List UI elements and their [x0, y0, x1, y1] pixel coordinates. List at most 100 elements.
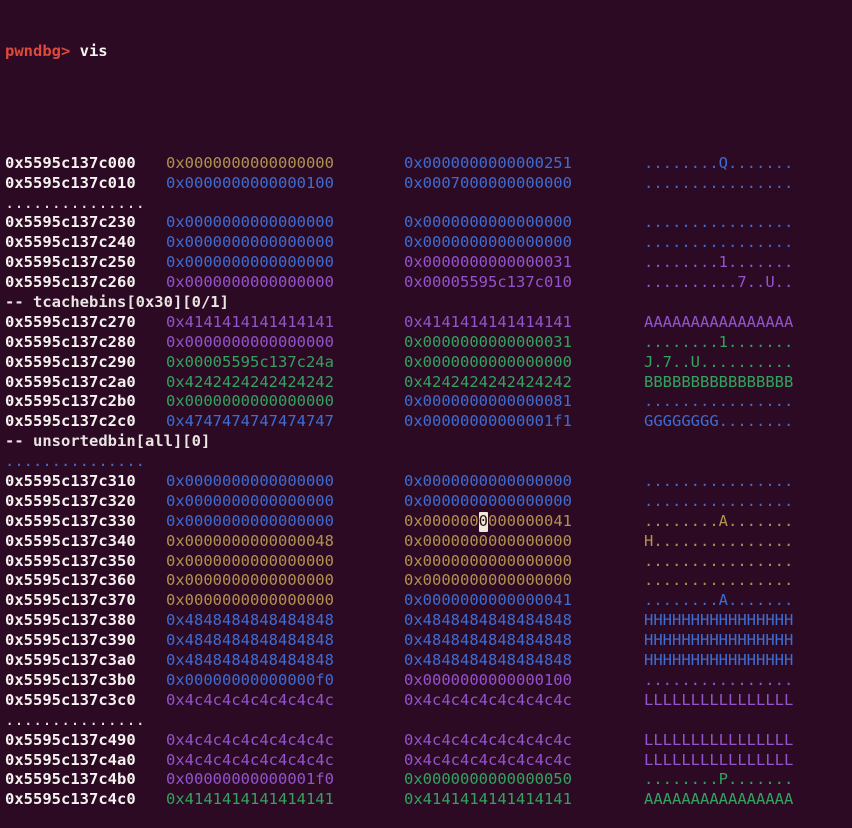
qword-2: 0x0000000000000000: [404, 571, 572, 590]
chunk-address: 0x5595c137c370: [5, 591, 136, 610]
chunk-address: 0x5595c137c390: [5, 631, 136, 650]
ascii-repr: HHHHHHHHHHHHHHHH: [644, 631, 794, 650]
qword-2: 0x0000000000000000: [404, 213, 572, 232]
heap-row: 0x5595c137c260 0x0000000000000000 0x000055…: [5, 273, 852, 293]
ascii-repr: GGGGGGGG........: [644, 412, 794, 431]
qword-2: 0x4c4c4c4c4c4c4c4c: [404, 730, 572, 749]
qword-2: 0x0000000000000050: [404, 770, 572, 789]
heap-row: 0x5595c137c340 0x0000000000000048 0x000000…: [5, 532, 852, 552]
terminal[interactable]: pwndbg> vis 0x5595c137c000 0x0000000000000…: [0, 0, 852, 808]
qword-1: 0x0000000000000000: [166, 392, 334, 411]
heap-row: 0x5595c137c2b0 0x0000000000000000 0x000000…: [5, 392, 852, 412]
heap-row: 0x5595c137c320 0x0000000000000000 0x000000…: [5, 492, 852, 512]
qword-2: 0x0000000000000000: [404, 352, 572, 371]
chunk-address: 0x5595c137c260: [5, 273, 136, 292]
ascii-repr: ..........7..U..: [644, 273, 794, 292]
ascii-repr: ........1.......: [644, 332, 794, 351]
heap-row: 0x5595c137c370 0x0000000000000000 0x000000…: [5, 591, 852, 611]
chunk-address: 0x5595c137c230: [5, 213, 136, 232]
qword-2: 0x0000000000000000: [404, 531, 572, 550]
chunk-address: 0x5595c137c350: [5, 551, 136, 570]
qword-1: 0x4848484848484848: [166, 651, 334, 670]
ascii-repr: HHHHHHHHHHHHHHHH: [644, 651, 794, 670]
heap-row: 0x5595c137c390 0x4848484848484848 0x484848…: [5, 631, 852, 651]
bin-label: -- tcachebins[0x30][0/1]: [5, 293, 229, 312]
ascii-repr: ................: [644, 551, 794, 570]
qword-2: 0x0000000000000041: [404, 591, 572, 610]
heap-row: 0x5595c137c000 0x0000000000000000 0x000000…: [5, 154, 852, 174]
ascii-repr: ........Q.......: [644, 153, 794, 172]
qword-2: 0x0000000000000000: [404, 551, 572, 570]
chunk-address: 0x5595c137c3a0: [5, 651, 136, 670]
qword-1: 0x0000000000000000: [166, 273, 334, 292]
heap-row: 0x5595c137c3b0 0x00000000000000f0 0x000000…: [5, 671, 852, 691]
qword-2: 0x0000000000000000: [404, 491, 572, 510]
qword-1: 0x0000000000000000: [166, 472, 334, 491]
qword-2: 0x0000000000000031: [404, 332, 572, 351]
qword-1: 0x4c4c4c4c4c4c4c4c: [166, 750, 334, 769]
heap-row: 0x5595c137c360 0x0000000000000000 0x000000…: [5, 571, 852, 591]
qword-1: 0x4848484848484848: [166, 631, 334, 650]
chunk-address: 0x5595c137c250: [5, 253, 136, 272]
ascii-repr: ........1.......: [644, 253, 794, 272]
qword-1: 0x4c4c4c4c4c4c4c4c: [166, 690, 334, 709]
heap-row: 0x5595c137c4a0 0x4c4c4c4c4c4c4c4c 0x4c4c4c…: [5, 751, 852, 771]
heap-row: 0x5595c137c380 0x4848484848484848 0x484848…: [5, 611, 852, 631]
chunk-address: 0x5595c137c280: [5, 332, 136, 351]
ascii-repr: ........P.......: [644, 770, 794, 789]
qword-2: 0x00000000000001f1: [404, 412, 572, 431]
qword-1: 0x4141414141414141: [166, 312, 334, 331]
ascii-repr: ........A.......: [644, 591, 794, 610]
heap-visualization: 0x5595c137c000 0x0000000000000000 0x000000…: [5, 154, 852, 810]
ascii-repr: ................: [644, 173, 794, 192]
qword-1: 0x00000000000001f0: [166, 770, 334, 789]
qword-2: 0x0000000000000081: [404, 392, 572, 411]
ascii-repr: J.7..U..........: [644, 352, 794, 371]
qword-1: 0x0000000000000100: [166, 173, 334, 192]
qword-2: 0x4848484848484848: [404, 611, 572, 630]
skipped-rows-ellipsis: ...............: [5, 710, 145, 729]
chunk-address: 0x5595c137c290: [5, 352, 136, 371]
heap-row: 0x5595c137c2a0 0x4242424242424242 0x424242…: [5, 373, 852, 393]
block-cursor: 0: [478, 511, 488, 532]
qword-1: 0x0000000000000000: [166, 551, 334, 570]
ascii-repr: ................: [644, 472, 794, 491]
heap-row: 0x5595c137c3c0 0x4c4c4c4c4c4c4c4c 0x4c4c4c…: [5, 691, 852, 711]
ascii-repr: ................: [644, 233, 794, 252]
blank-line: [5, 98, 852, 118]
skipped-rows-ellipsis: ...............: [5, 452, 145, 471]
chunk-address: 0x5595c137c240: [5, 233, 136, 252]
chunk-address: 0x5595c137c010: [5, 173, 136, 192]
chunk-address: 0x5595c137c2b0: [5, 392, 136, 411]
qword-2: 0x4242424242424242: [404, 372, 572, 391]
heap-row: 0x5595c137c290 0x00005595c137c24a 0x000000…: [5, 353, 852, 373]
chunk-address: 0x5595c137c360: [5, 571, 136, 590]
ascii-repr: HHHHHHHHHHHHHHHH: [644, 611, 794, 630]
qword-1: 0x0000000000000048: [166, 531, 334, 550]
ascii-repr: AAAAAAAAAAAAAAAA: [644, 790, 794, 809]
heap-row: 0x5595c137c250 0x0000000000000000 0x000000…: [5, 253, 852, 273]
qword-2: 0x4141414141414141: [404, 790, 572, 809]
command-text: vis: [79, 42, 108, 60]
ascii-repr: ................: [644, 392, 794, 411]
chunk-address: 0x5595c137c000: [5, 153, 136, 172]
heap-row: 0x5595c137c230 0x0000000000000000 0x000000…: [5, 213, 852, 233]
qword-1: 0x4141414141414141: [166, 790, 334, 809]
qword-2: 0x4141414141414141: [404, 312, 572, 331]
ascii-repr: ................: [644, 491, 794, 510]
qword-2: 0x4848484848484848: [404, 631, 572, 650]
ascii-repr: ........A.......: [644, 511, 794, 530]
qword-1: 0x0000000000000000: [166, 511, 334, 530]
chunk-address: 0x5595c137c3c0: [5, 690, 136, 709]
prompt-line: pwndbg> vis: [5, 42, 852, 62]
skipped-rows-ellipsis: ...............: [5, 193, 145, 212]
ascii-repr: ................: [644, 670, 794, 689]
qword-2: 0x0000000000000031: [404, 253, 572, 272]
chunk-address: 0x5595c137c340: [5, 531, 136, 550]
qword-1: 0x4747474747474747: [166, 412, 334, 431]
chunk-address: 0x5595c137c2c0: [5, 412, 136, 431]
qword-1: 0x0000000000000000: [166, 571, 334, 590]
chunk-address: 0x5595c137c320: [5, 491, 136, 510]
qword-2: 0x0000000000000041: [404, 511, 572, 532]
qword-1: 0x0000000000000000: [166, 153, 334, 172]
